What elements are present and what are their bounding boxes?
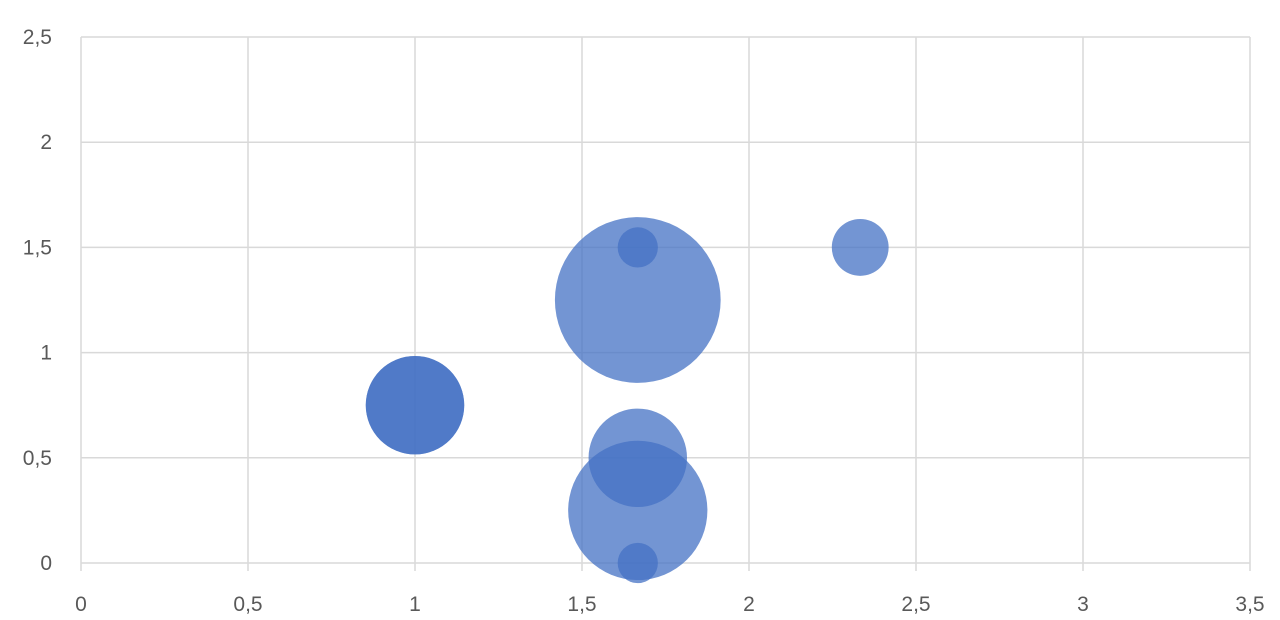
y-axis-ticks: 0 0,5 1 1,5 2 2,5 (23, 26, 52, 575)
y-tick-label: 0,5 (23, 447, 52, 470)
x-tick-label: 3,5 (1235, 593, 1264, 616)
bubble (568, 440, 708, 581)
bubble (831, 218, 889, 276)
x-tick-label: 0,5 (233, 593, 262, 616)
y-tick-label: 1 (40, 342, 52, 365)
bubble (554, 217, 721, 383)
x-tick-label: 1,5 (567, 593, 596, 616)
y-tick-label: 2 (40, 131, 52, 154)
y-tick-label: 2,5 (23, 26, 52, 49)
x-tick-label: 3 (1077, 593, 1089, 616)
x-tick-label: 0 (75, 593, 87, 616)
bubble (365, 355, 465, 455)
gridlines (80, 36, 1251, 571)
bubble (617, 227, 658, 268)
x-tick-label: 2,5 (901, 593, 930, 616)
y-tick-label: 1,5 (23, 236, 52, 259)
x-tick-label: 2 (743, 593, 755, 616)
bubble (617, 542, 658, 584)
x-axis-ticks: 0 0,5 1 1,5 2 2,5 3 3,5 (75, 593, 1264, 616)
x-tick-label: 1 (409, 593, 421, 616)
y-tick-label: 0 (40, 552, 52, 575)
bubbles (365, 217, 889, 584)
